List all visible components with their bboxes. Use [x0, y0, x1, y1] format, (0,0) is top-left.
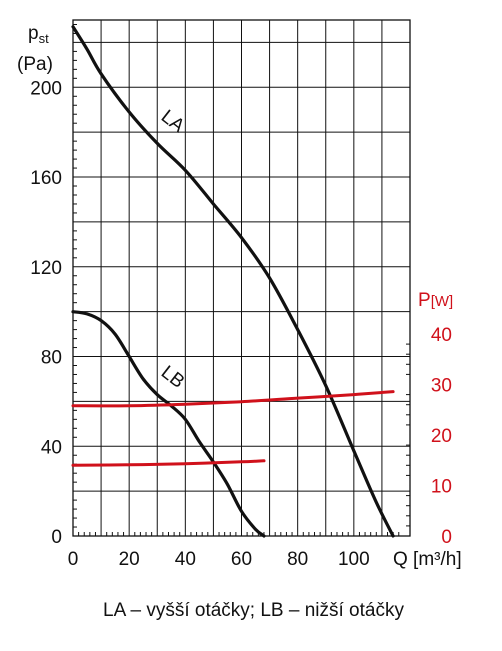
- left-tick-label: 160: [30, 168, 62, 189]
- right-tick-label: 40: [431, 325, 452, 346]
- left-axis-title: pst: [28, 23, 49, 46]
- left-tick-label: 0: [51, 527, 62, 548]
- left-tick-label: 200: [30, 78, 62, 99]
- curve-label: LB: [157, 362, 188, 393]
- left-tick-label: 120: [30, 258, 62, 279]
- plot-frame: [72, 19, 411, 537]
- x-tick-label: 20: [119, 549, 140, 570]
- grid-lines: [73, 20, 410, 536]
- right-tick-label: 0: [441, 527, 452, 548]
- pressure-curve-lb: [71, 310, 266, 538]
- x-tick-label: 60: [231, 549, 252, 570]
- right-tick-label: 20: [431, 426, 452, 447]
- x-tick-label: 80: [287, 549, 308, 570]
- left-tick-label: 80: [41, 348, 62, 369]
- x-tick-label: 40: [175, 549, 196, 570]
- left-axis-unit: (Pa): [17, 54, 53, 75]
- right-tick-label: 10: [431, 477, 452, 498]
- chart-caption: LA – vyšší otáčky; LB – nižší otáčky: [103, 600, 404, 621]
- pressure-curve-la: [71, 25, 395, 538]
- labels: pst (Pa) P[W] Q [m³/h] 0 20 40 60 80 10004080…: [17, 23, 462, 570]
- curves: [71, 25, 395, 538]
- x-tick-label: 0: [68, 549, 79, 570]
- axes: [72, 19, 411, 537]
- right-axis-title: P[W]: [418, 290, 453, 311]
- minor-ticks: [73, 23, 410, 536]
- power-curve-lb: [71, 459, 266, 467]
- left-tick-label: 40: [41, 437, 62, 458]
- x-tick-label: 100: [338, 549, 370, 570]
- x-axis-title: Q [m³/h]: [393, 549, 462, 570]
- power-curve-la: [71, 390, 395, 408]
- right-tick-label: 30: [431, 376, 452, 397]
